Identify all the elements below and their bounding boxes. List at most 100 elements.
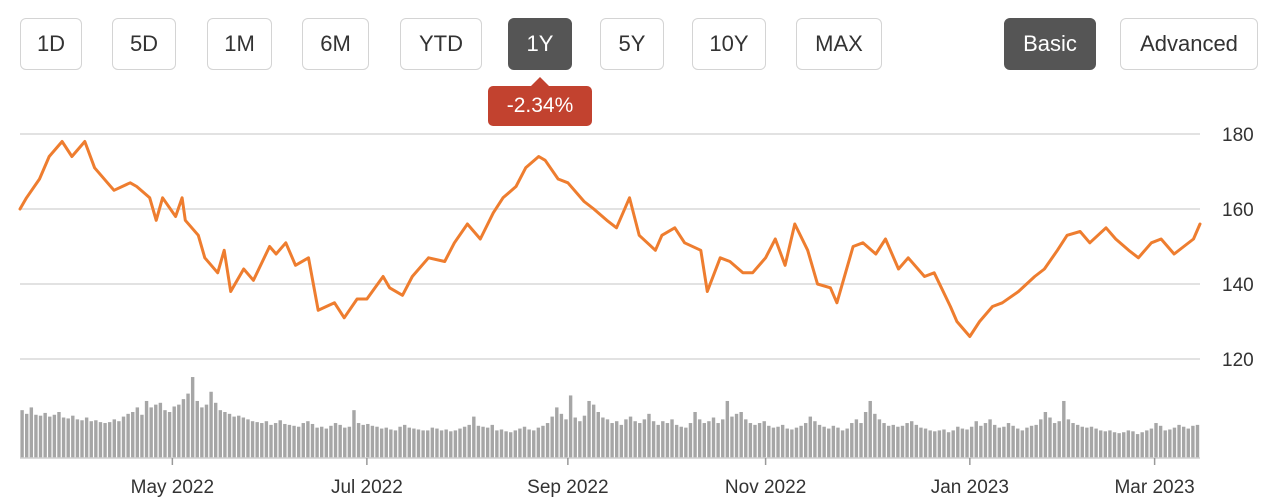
volume-bar <box>711 417 716 458</box>
volume-bar <box>813 421 817 458</box>
volume-bar <box>61 417 66 458</box>
volume-bar <box>204 404 209 458</box>
volume-bar <box>379 428 384 458</box>
volume-bar <box>149 407 153 458</box>
volume-bar <box>1172 427 1177 458</box>
volume-bar <box>426 430 430 458</box>
volume-bar <box>937 430 942 458</box>
volume-bar <box>71 415 75 458</box>
volume-bar <box>1011 425 1015 458</box>
volume-bar <box>66 418 70 458</box>
x-tick-label: May 2022 <box>131 477 214 498</box>
volume-bar <box>416 429 421 458</box>
range-button-1d[interactable]: 1D <box>20 18 82 70</box>
range-button-10y[interactable]: 10Y <box>692 18 766 70</box>
volume-bar <box>278 420 282 458</box>
volume-bar <box>532 430 536 458</box>
volume-bar <box>891 424 895 458</box>
volume-bar <box>688 423 693 458</box>
volume-bar <box>1145 430 1149 458</box>
volume-bar <box>721 419 725 458</box>
volume-bar <box>43 412 47 458</box>
volume-bar <box>1039 419 1043 458</box>
volume-bar <box>329 425 333 458</box>
range-button-5y[interactable]: 5Y <box>600 18 664 70</box>
volume-bar <box>186 393 190 458</box>
volume-bar <box>1043 412 1048 458</box>
volume-bar <box>956 426 960 458</box>
volume-bar <box>306 421 310 458</box>
range-button-max[interactable]: MAX <box>796 18 882 70</box>
volume-bar <box>495 430 499 458</box>
volume-bar <box>131 412 135 458</box>
volume-bar <box>462 426 467 458</box>
volume-bar <box>324 428 329 458</box>
range-button-5d[interactable]: 5D <box>112 18 176 70</box>
volume-bar <box>702 423 706 458</box>
volume-bar <box>513 430 518 458</box>
volume-bar <box>283 423 287 458</box>
x-tick-label: Sep 2022 <box>527 477 608 498</box>
volume-bar <box>522 426 527 458</box>
volume-bar <box>923 428 928 458</box>
volume-bar <box>564 419 568 458</box>
volume-bar <box>375 426 379 458</box>
volume-bar <box>57 412 61 458</box>
volume-bar <box>969 426 974 458</box>
volume-bar <box>647 413 651 458</box>
volume-bar <box>771 427 776 458</box>
volume-bar <box>905 423 909 458</box>
volume-bar <box>757 423 762 458</box>
volume-bar <box>402 424 407 458</box>
volume-bar <box>241 417 246 458</box>
mode-button-advanced[interactable]: Advanced <box>1120 18 1258 70</box>
volume-bar <box>997 427 1001 458</box>
volume-bar <box>697 419 702 458</box>
volume-bar <box>753 424 757 458</box>
volume-bar <box>1085 427 1089 458</box>
volume-bar <box>315 427 319 458</box>
volume-bar <box>730 416 734 458</box>
volume-bar <box>992 424 997 458</box>
volume-bar <box>508 432 513 458</box>
volume-bar <box>670 419 674 458</box>
volume-bar <box>490 424 494 458</box>
volume-bar <box>882 423 886 458</box>
volume-bar <box>1020 430 1025 458</box>
volume-bar <box>250 421 255 458</box>
volume-bar <box>928 430 932 458</box>
volume-bar <box>587 400 591 458</box>
range-button-1y[interactable]: 1Y <box>508 18 572 70</box>
volume-bar <box>292 425 296 458</box>
volume-bar <box>808 416 813 458</box>
volume-bar <box>389 429 393 458</box>
volume-bar <box>734 413 739 458</box>
volume-bar <box>767 425 771 458</box>
volume-bar <box>868 400 872 458</box>
volume-bar <box>1002 426 1006 458</box>
volume-bar <box>310 423 315 458</box>
volume-bar <box>559 413 564 458</box>
volume-bar <box>172 406 176 458</box>
volume-bar <box>817 424 822 458</box>
change-badge: -2.34% <box>488 77 592 126</box>
volume-bar <box>946 432 951 458</box>
range-button-ytd[interactable]: YTD <box>400 18 482 70</box>
range-button-1m[interactable]: 1M <box>207 18 272 70</box>
volume-bar <box>366 423 370 458</box>
volume-bar <box>840 430 845 458</box>
volume-bar <box>785 428 789 458</box>
volume-bar <box>75 419 80 458</box>
mode-button-basic[interactable]: Basic <box>1004 18 1096 70</box>
volume-bar <box>803 423 808 458</box>
x-tick-label: Nov 2022 <box>725 477 806 498</box>
volume-bar <box>555 407 559 458</box>
volume-bar <box>1075 424 1080 458</box>
volume-bar <box>541 425 545 458</box>
volume-bar <box>1094 428 1098 458</box>
volume-bar <box>656 424 660 458</box>
range-button-6m[interactable]: 6M <box>302 18 369 70</box>
volume-bar <box>144 400 149 458</box>
volume-bar <box>485 427 490 458</box>
